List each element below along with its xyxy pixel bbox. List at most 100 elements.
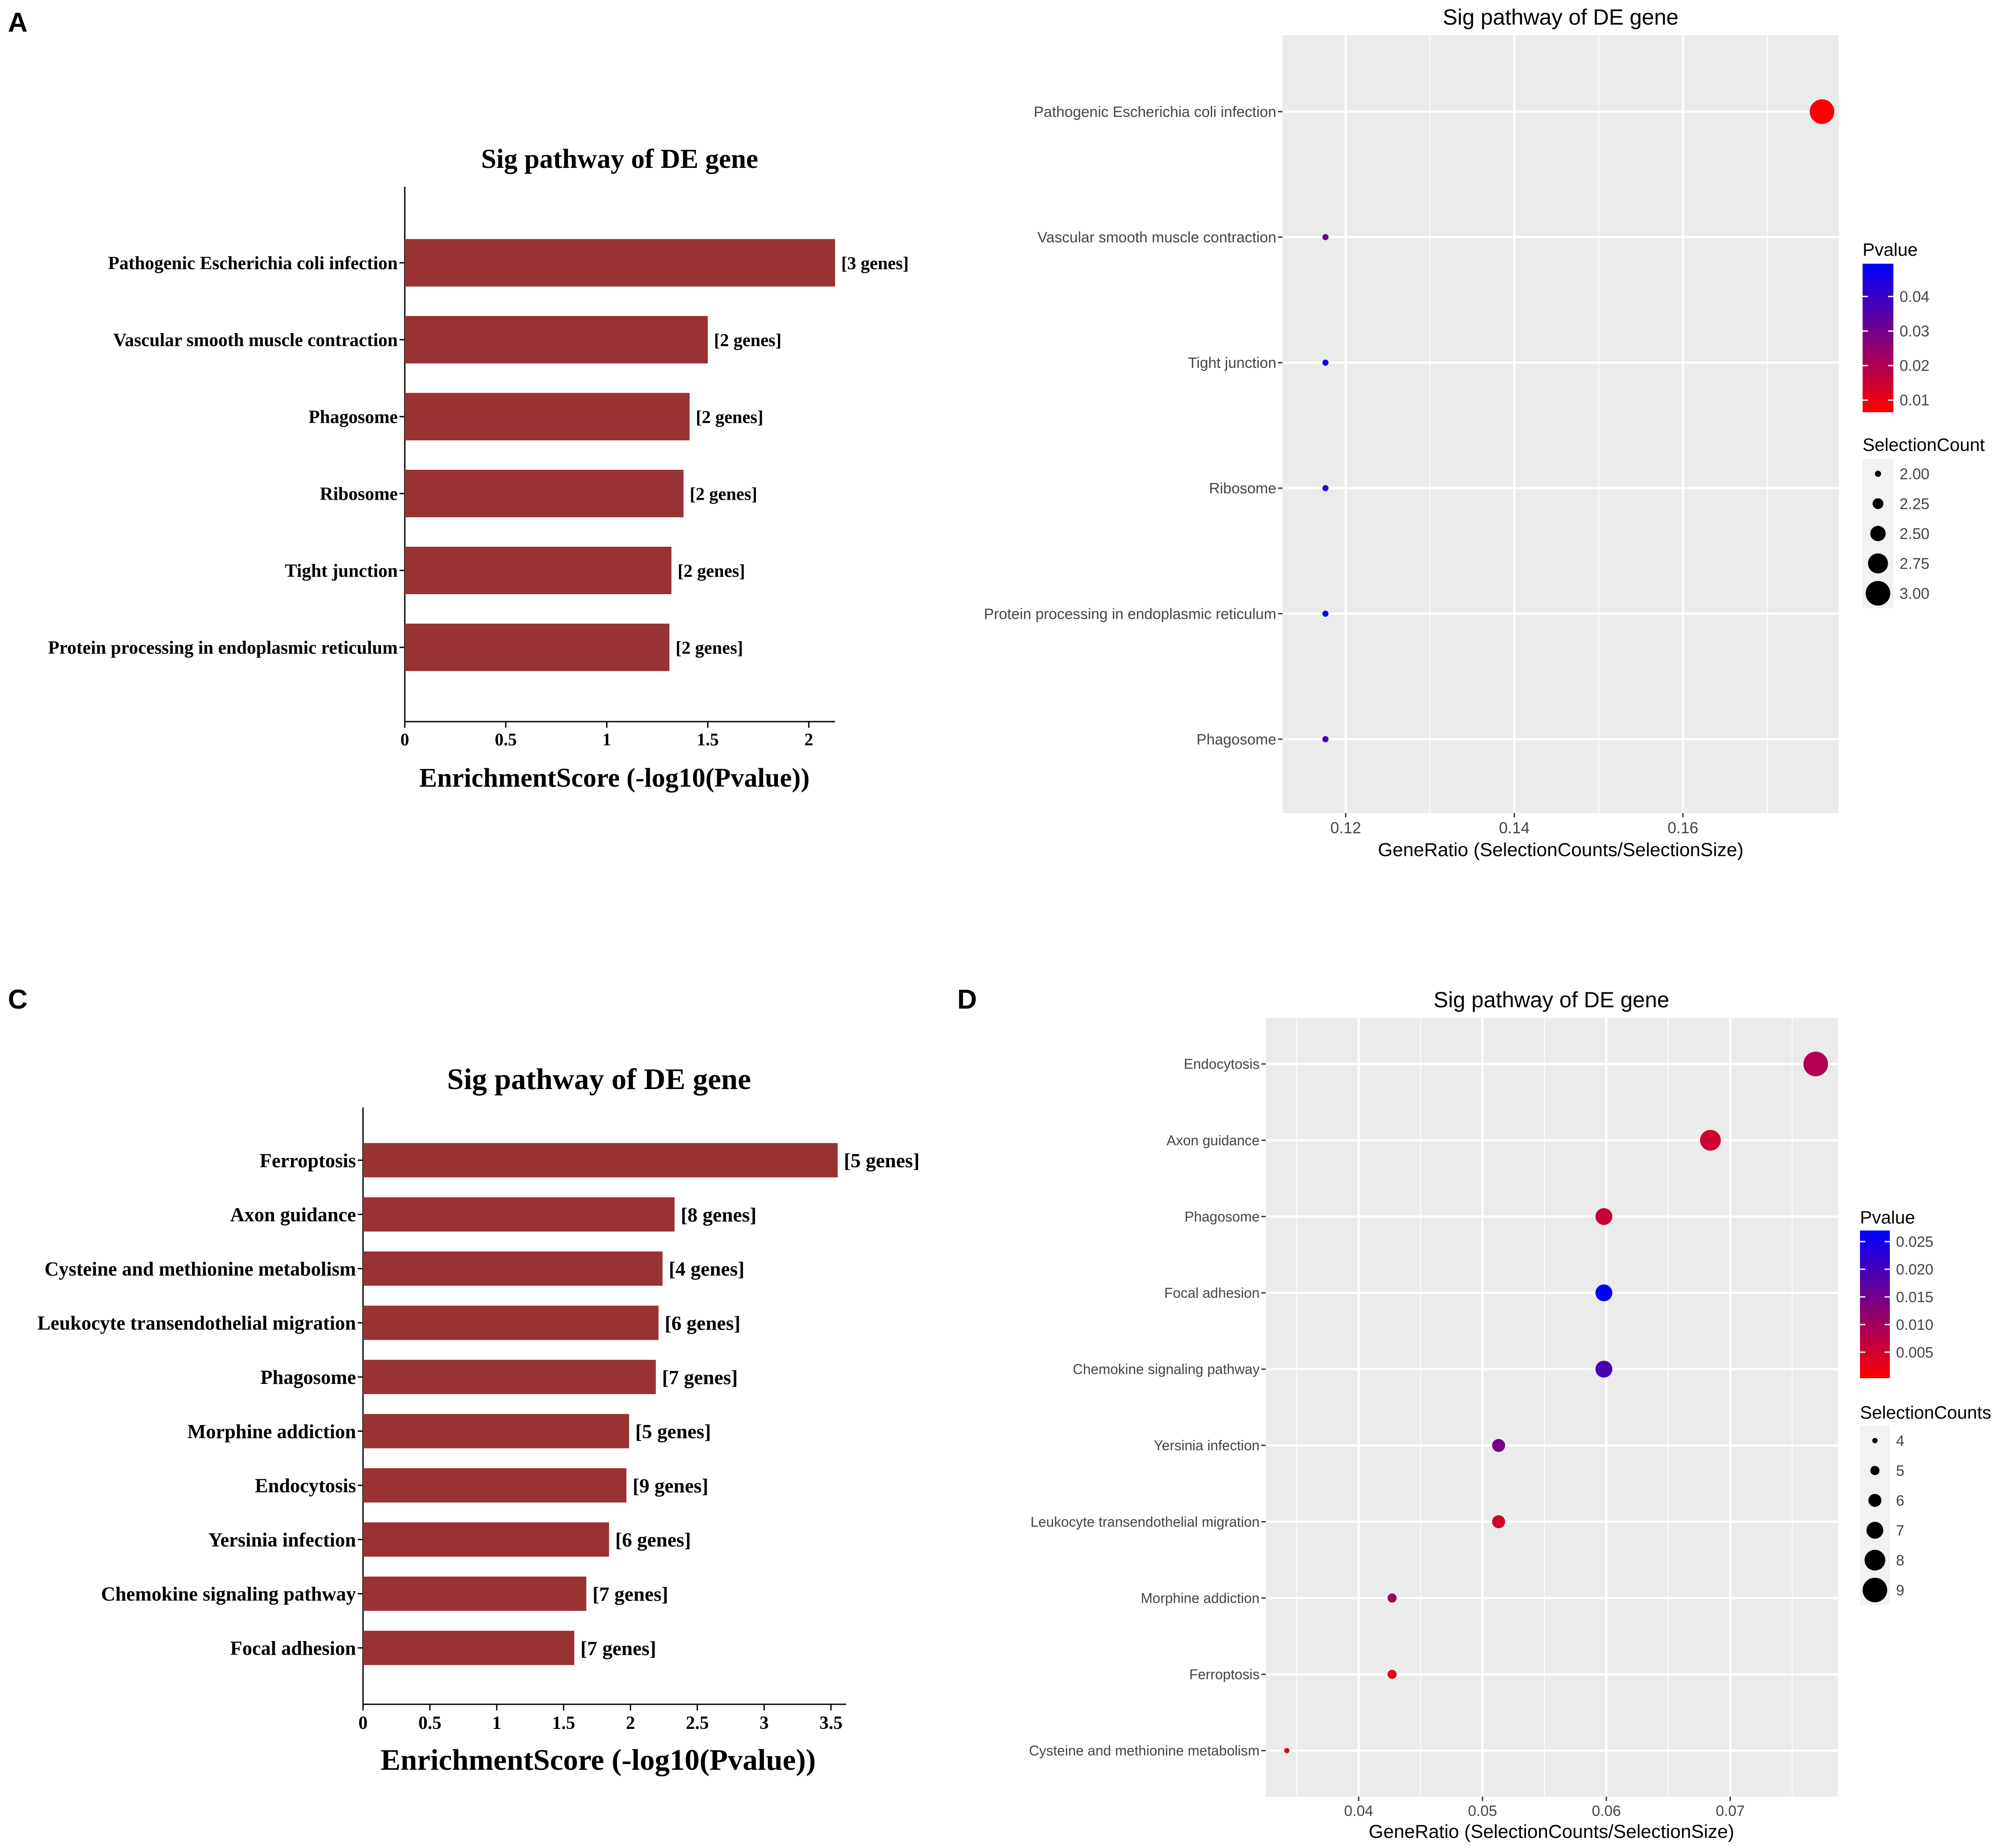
size-legend-dot: [1866, 581, 1890, 606]
bar: [363, 1305, 659, 1340]
bar: [363, 1197, 675, 1232]
panel-a-title: Sig pathway of DE gene: [481, 144, 758, 174]
x-tick-label: 3: [759, 1713, 769, 1733]
category-label: Phagosome: [309, 407, 398, 428]
category-label: Vascular smooth muscle contraction: [1037, 229, 1276, 246]
x-tick-label: 0: [400, 730, 409, 749]
x-tick-label: 2: [804, 730, 813, 749]
gene-count-label: [2 genes]: [676, 637, 743, 657]
panel-d-title: Sig pathway of DE gene: [1434, 988, 1669, 1012]
bar: [363, 1414, 629, 1449]
data-point: [1803, 1052, 1828, 1076]
panel-b-title: Sig pathway of DE gene: [1443, 5, 1678, 29]
x-tick-label: 1: [492, 1713, 501, 1733]
category-label: Cysteine and methionine metabolism: [44, 1258, 356, 1280]
x-tick-label: 0.5: [418, 1713, 442, 1733]
panel-d-color-scale: [1860, 1231, 1890, 1378]
size-legend-label: 8: [1896, 1552, 1904, 1569]
bar: [363, 1143, 838, 1177]
size-legend-label: 9: [1896, 1582, 1904, 1599]
color-scale-label: 0.020: [1896, 1261, 1933, 1278]
gene-count-label: [5 genes]: [635, 1420, 711, 1443]
category-label: Endocytosis: [1184, 1056, 1260, 1072]
data-point: [1284, 1748, 1289, 1754]
category-label: Yersinia infection: [1154, 1438, 1260, 1453]
x-tick-label: 0.06: [1592, 1803, 1621, 1819]
color-scale-label: 0.010: [1896, 1317, 1933, 1333]
data-point: [1595, 1361, 1613, 1378]
data-point: [1492, 1439, 1505, 1452]
bar: [363, 1630, 574, 1665]
x-tick-label: 0: [359, 1713, 368, 1733]
size-legend-label: 7: [1896, 1522, 1904, 1539]
size-legend-dot: [1872, 498, 1884, 509]
gene-count-label: [7 genes]: [581, 1637, 656, 1659]
size-legend-label: 5: [1896, 1463, 1904, 1479]
gene-count-label: [6 genes]: [665, 1312, 740, 1334]
category-label: Endocytosis: [255, 1475, 356, 1497]
bar: [363, 1251, 663, 1286]
category-label: Pathogenic Escherichia coli infection: [1034, 104, 1276, 120]
size-legend-label: 6: [1896, 1492, 1904, 1509]
data-point: [1492, 1515, 1505, 1529]
bar: [363, 1360, 656, 1394]
gene-count-label: [6 genes]: [615, 1529, 691, 1551]
gene-count-label: [2 genes]: [696, 407, 763, 427]
category-label: Protein processing in endoplasmic reticu…: [48, 638, 398, 658]
bar: [405, 547, 672, 594]
panel-d-x-axis-label: GeneRatio (SelectionCounts/SelectionSize…: [1369, 1821, 1734, 1842]
data-point: [1595, 1208, 1613, 1225]
size-legend-dot: [1866, 1521, 1884, 1539]
x-tick-label: 0.05: [1468, 1803, 1497, 1819]
panel-d-plot-area: [1266, 1018, 1838, 1797]
x-tick-label: 0.16: [1667, 819, 1698, 837]
size-legend-dot: [1868, 1494, 1882, 1507]
color-scale-label: 0.01: [1900, 392, 1929, 409]
bar: [363, 1468, 627, 1503]
x-tick-label: 0.07: [1716, 1803, 1745, 1819]
gene-count-label: [7 genes]: [662, 1366, 737, 1388]
data-point: [1809, 99, 1834, 124]
x-tick-label: 1: [603, 730, 611, 749]
category-label: Ribosome: [1209, 480, 1276, 497]
size-legend-dot: [1863, 1578, 1887, 1602]
color-scale-label: 0.02: [1900, 357, 1929, 374]
size-legend-label: 4: [1896, 1433, 1904, 1449]
panel-b-plot-area: [1282, 35, 1839, 813]
category-label: Axon guidance: [230, 1204, 356, 1226]
bar: [405, 393, 690, 440]
category-label: Ferroptosis: [1189, 1666, 1260, 1682]
bar: [405, 624, 670, 671]
size-legend-label: 2.75: [1900, 555, 1929, 572]
data-point: [1322, 610, 1329, 617]
data-point: [1388, 1593, 1397, 1603]
category-label: Leukocyte transendothelial migration: [1031, 1514, 1260, 1530]
size-legend-dot: [1872, 1438, 1878, 1443]
bar: [405, 239, 835, 287]
data-point: [1595, 1284, 1613, 1301]
size-legend-dot: [1870, 1466, 1880, 1475]
category-label: Ribosome: [320, 484, 398, 505]
data-point: [1322, 234, 1329, 240]
x-tick-label: 0.12: [1330, 819, 1361, 837]
gene-count-label: [2 genes]: [690, 483, 757, 504]
color-scale-label: 0.025: [1896, 1234, 1933, 1250]
color-scale-label: 0.005: [1896, 1344, 1933, 1361]
data-point: [1322, 359, 1329, 366]
bar: [405, 316, 708, 363]
panel-label-c: C: [8, 984, 28, 1015]
panel-c-bar-chart: Sig pathway of DE gene EnrichmentScore (…: [37, 1062, 919, 1776]
category-label: Protein processing in endoplasmic reticu…: [984, 606, 1276, 622]
category-label: Phagosome: [1184, 1209, 1260, 1224]
gene-count-label: [8 genes]: [681, 1203, 756, 1226]
category-label: Chemokine signaling pathway: [101, 1583, 356, 1605]
data-point: [1322, 485, 1329, 491]
gene-count-label: [7 genes]: [592, 1583, 668, 1605]
category-label: Phagosome: [1197, 731, 1276, 748]
panel-a-bar-chart: Sig pathway of DE gene EnrichmentScore (…: [48, 144, 908, 793]
panel-label-d: D: [957, 984, 977, 1015]
panel-b-color-legend-title: Pvalue: [1863, 240, 1918, 260]
category-label: Leukocyte transendothelial migration: [37, 1312, 356, 1334]
data-point: [1700, 1130, 1721, 1151]
